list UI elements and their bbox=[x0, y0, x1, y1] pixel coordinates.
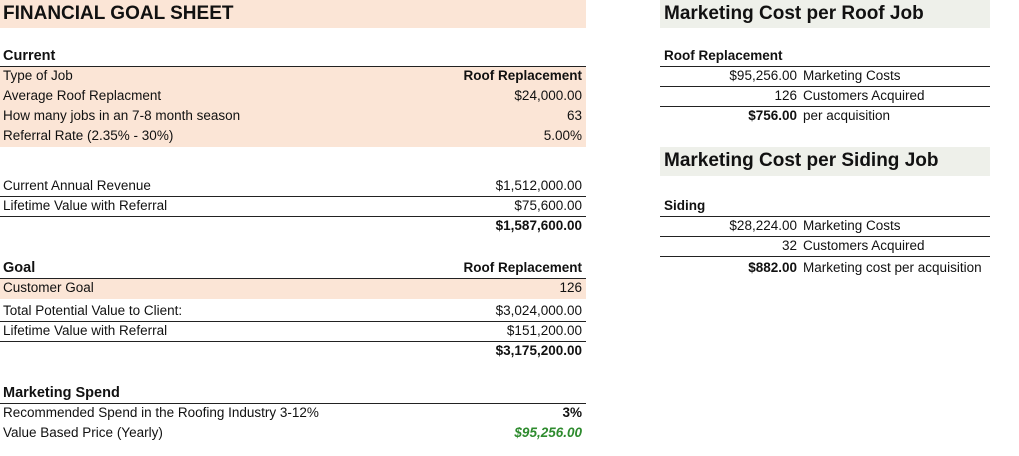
siding-divider bbox=[660, 216, 990, 217]
current-row-value: $24,000.00 bbox=[514, 88, 582, 103]
roof-row-divider bbox=[660, 106, 990, 107]
marketing-heading: Marketing Spend bbox=[3, 385, 120, 401]
current-heading: Current bbox=[3, 48, 56, 64]
goal-row-label: Lifetime Value with Referral bbox=[3, 323, 168, 338]
roof-divider bbox=[660, 66, 990, 67]
current-divider bbox=[0, 66, 586, 67]
marketing-row-label: Recommended Spend in the Roofing Industr… bbox=[3, 405, 319, 420]
roof-subheading: Roof Replacement bbox=[664, 48, 783, 63]
goal-row-label: Total Potential Value to Client: bbox=[3, 303, 183, 318]
siding-subheading: Siding bbox=[664, 198, 706, 213]
revenue-total: $1,587,600.00 bbox=[495, 218, 582, 233]
current-row-label: Average Roof Replacment bbox=[3, 88, 162, 103]
revenue-row-label: Lifetime Value with Referral bbox=[3, 198, 168, 213]
customer-goal-value: 126 bbox=[559, 280, 582, 295]
siding-value: 32 bbox=[781, 238, 797, 253]
goal-total: $3,175,200.00 bbox=[495, 343, 582, 358]
current-row-label: Type of Job bbox=[3, 68, 73, 83]
customer-goal-band bbox=[0, 279, 586, 299]
current-row-label: Referral Rate (2.35% - 30%) bbox=[3, 128, 174, 143]
current-row-value: 63 bbox=[566, 108, 582, 123]
roof-row-divider bbox=[660, 86, 990, 87]
roof-title: Marketing Cost per Roof Job bbox=[664, 3, 924, 24]
goal-row-value: $3,024,000.00 bbox=[495, 303, 582, 318]
siding-title: Marketing Cost per Siding Job bbox=[664, 150, 939, 171]
siding-row-divider bbox=[660, 256, 990, 257]
current-row-label: How many jobs in an 7-8 month season bbox=[3, 108, 241, 123]
revenue-row-value: $1,512,000.00 bbox=[495, 178, 582, 193]
goal-row-value: $151,200.00 bbox=[506, 323, 582, 338]
roof-value: $95,256.00 bbox=[729, 68, 797, 83]
sheet-title: FINANCIAL GOAL SHEET bbox=[3, 3, 234, 24]
siding-value: $28,224.00 bbox=[729, 218, 797, 233]
customer-goal-label: Customer Goal bbox=[3, 280, 94, 295]
revenue-row-value: $75,600.00 bbox=[514, 198, 582, 213]
goal-row-divider bbox=[0, 321, 586, 322]
title-band bbox=[0, 0, 586, 28]
siding-title-band bbox=[660, 147, 990, 176]
roof-value: 126 bbox=[774, 88, 797, 103]
current-rows-band bbox=[0, 67, 586, 147]
current-row-value: Roof Replacement bbox=[463, 68, 582, 83]
siding-label: Marketing cost per acquisition bbox=[803, 260, 982, 275]
siding-row-divider bbox=[660, 236, 990, 237]
roof-value: $756.00 bbox=[748, 108, 797, 123]
siding-label: Marketing Costs bbox=[803, 218, 901, 233]
revenue-row-label: Current Annual Revenue bbox=[3, 178, 151, 193]
siding-value: $882.00 bbox=[748, 260, 797, 275]
marketing-row-label: Value Based Price (Yearly) bbox=[3, 425, 163, 440]
marketing-row-value: 3% bbox=[562, 405, 582, 420]
revenue-total-divider bbox=[0, 216, 586, 217]
marketing-divider bbox=[0, 403, 586, 404]
goal-divider bbox=[0, 278, 586, 279]
current-row-value: 5.00% bbox=[543, 128, 582, 143]
siding-label: Customers Acquired bbox=[803, 238, 925, 253]
roof-title-band bbox=[660, 0, 990, 28]
roof-label: Marketing Costs bbox=[803, 68, 901, 83]
roof-label: per acquisition bbox=[803, 108, 891, 123]
revenue-divider bbox=[0, 196, 586, 197]
goal-heading: Goal bbox=[3, 260, 36, 276]
goal-total-divider bbox=[0, 341, 586, 342]
roof-label: Customers Acquired bbox=[803, 88, 925, 103]
goal-heading-value: Roof Replacement bbox=[463, 260, 582, 275]
value-based-price: $95,256.00 bbox=[514, 425, 582, 440]
